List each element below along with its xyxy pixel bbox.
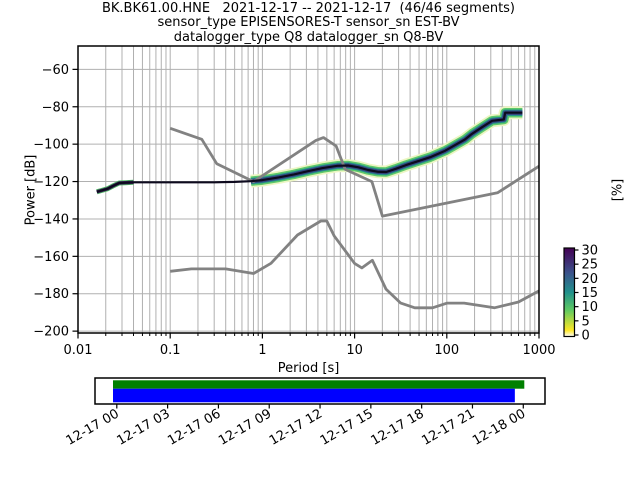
y-tick-label: −160 <box>33 250 69 265</box>
timeline-tick-label: 12-17 18 <box>369 406 427 448</box>
figure-subtitle-datalogger: datalogger_type Q8 datalogger_sn Q8-BV <box>173 29 444 45</box>
plot-border <box>77 45 540 334</box>
y-axis-label: Power [dB] <box>23 154 39 226</box>
timeline-tick-label: 12-18 00 <box>470 406 528 448</box>
colorbar-tick-label: 5 <box>582 314 590 329</box>
colorbar-tick-label: 15 <box>582 286 599 301</box>
coverage-bar-data-coverage <box>113 388 515 403</box>
nlnm-curve <box>170 219 539 310</box>
x-tick-label: 100 <box>434 343 459 358</box>
y-tick-label: −200 <box>33 325 69 340</box>
y-tick-label: −60 <box>42 63 69 78</box>
y-tick-label: −80 <box>42 100 69 115</box>
ppsd-mode-curve <box>96 111 523 193</box>
x-tick-label: 0.1 <box>160 343 181 358</box>
colorbar <box>563 247 576 338</box>
timeline-tick-label: 12-17 21 <box>419 406 477 448</box>
y-tick-label: −140 <box>33 212 69 227</box>
y-tick-label: −120 <box>33 175 69 190</box>
grid <box>78 46 539 333</box>
colorbar-tick-label: 20 <box>582 272 599 287</box>
colorbar-tick-label: 30 <box>582 244 599 259</box>
x-tick-label: 10 <box>346 343 363 358</box>
coverage-bar-requested-timerange <box>113 380 525 389</box>
x-tick-label: 0.01 <box>64 343 93 358</box>
timeline-tick-label: 12-17 12 <box>267 406 325 448</box>
colorbar-tick-label: 0 <box>582 329 590 344</box>
y-tick-label: −100 <box>33 138 69 153</box>
timeline-tick-label: 12-17 09 <box>216 406 274 448</box>
plot-area <box>78 46 539 333</box>
x-tick-label: 1 <box>258 343 266 358</box>
colorbar-tick-label: 25 <box>582 258 599 273</box>
y-tick-label: −180 <box>33 287 69 302</box>
timeline-tick-label: 12-17 15 <box>318 406 376 448</box>
timeline-tick-label: 12-17 03 <box>114 406 172 448</box>
timeline-tick-label: 12-17 00 <box>64 406 122 448</box>
figure-subtitle-sensor: sensor_type EPISENSORES-T sensor_sn EST-… <box>157 15 460 31</box>
title-block: BK.BK61.00.HNE 2021-12-17 -- 2021-12-17 … <box>78 1 539 45</box>
nhnm-curve <box>169 126 539 218</box>
figure-title: BK.BK61.00.HNE 2021-12-17 -- 2021-12-17 … <box>101 1 516 16</box>
colorbar-label: [%] <box>610 178 626 202</box>
colorbar-tick-label: 10 <box>582 300 599 315</box>
timeline-tick-label: 12-17 06 <box>165 406 223 448</box>
x-tick-label: 1000 <box>522 343 555 358</box>
x-axis-label: Period [s] <box>277 361 340 376</box>
